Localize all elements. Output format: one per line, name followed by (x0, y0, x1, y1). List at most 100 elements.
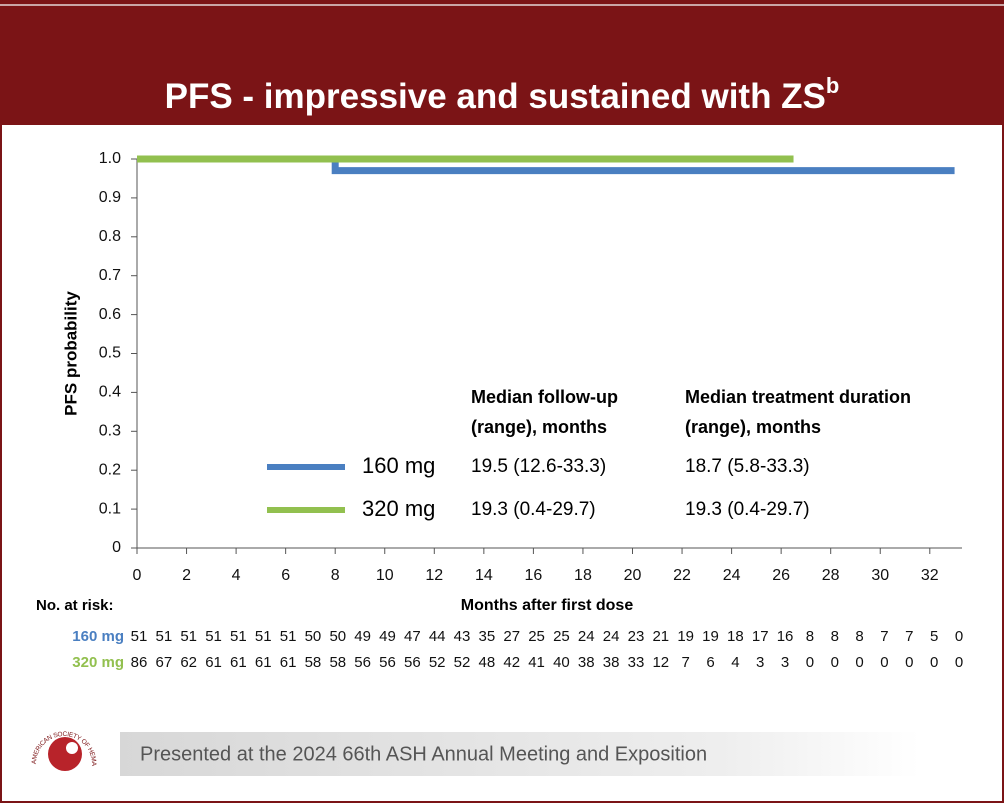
risk-count: 43 (454, 628, 471, 645)
risk-count: 52 (454, 654, 471, 671)
x-tick-label: 12 (425, 567, 443, 584)
risk-count: 12 (652, 654, 669, 671)
x-tick-label: 18 (574, 567, 592, 584)
footer-band (120, 732, 920, 776)
risk-count: 0 (955, 628, 963, 645)
x-tick-label: 32 (921, 567, 939, 584)
x-tick-label: 16 (524, 567, 542, 584)
risk-count: 25 (553, 628, 570, 645)
risk-count: 0 (905, 654, 913, 671)
risk-count: 25 (528, 628, 545, 645)
footer-text: Presented at the 2024 66th ASH Annual Me… (140, 743, 707, 765)
risk-count: 38 (603, 654, 620, 671)
table-header: (range), months (685, 417, 821, 437)
risk-count: 50 (305, 628, 322, 645)
risk-count: 33 (628, 654, 645, 671)
header-band (0, 0, 1004, 125)
median-followup: 19.3 (0.4-29.7) (471, 499, 596, 520)
risk-count: 3 (756, 654, 764, 671)
risk-label: No. at risk: (36, 597, 114, 614)
risk-count: 51 (205, 628, 222, 645)
risk-count: 24 (578, 628, 595, 645)
risk-count: 0 (855, 654, 863, 671)
x-tick-label: 26 (772, 567, 790, 584)
risk-count: 40 (553, 654, 570, 671)
risk-count: 8 (831, 628, 839, 645)
risk-count: 86 (131, 654, 148, 671)
x-tick-label: 28 (822, 567, 840, 584)
risk-count: 3 (781, 654, 789, 671)
risk-count: 48 (479, 654, 496, 671)
risk-count: 19 (702, 628, 719, 645)
logo-mark (48, 737, 82, 771)
title: PFS - impressive and sustained with ZSb (165, 73, 840, 116)
risk-count: 44 (429, 628, 446, 645)
risk-count: 56 (404, 654, 421, 671)
risk-count: 49 (379, 628, 396, 645)
risk-count: 24 (603, 628, 620, 645)
risk-count: 8 (855, 628, 863, 645)
median-treatment: 19.3 (0.4-29.7) (685, 499, 810, 520)
risk-count: 4 (731, 654, 739, 671)
x-axis-label: Months after first dose (461, 597, 634, 614)
x-tick-label: 22 (673, 567, 691, 584)
risk-count: 61 (205, 654, 222, 671)
y-tick-label: 0.7 (99, 267, 121, 284)
table-header: (range), months (471, 417, 607, 437)
table-header: Median treatment duration (685, 387, 911, 407)
risk-count: 42 (503, 654, 520, 671)
risk-row-label: 160 mg (72, 628, 124, 645)
risk-count: 16 (777, 628, 794, 645)
y-axis-label: PFS probability (61, 291, 80, 416)
risk-count: 58 (329, 654, 346, 671)
legend-label: 160 mg (362, 453, 435, 478)
x-tick-label: 2 (182, 567, 191, 584)
x-tick-label: 20 (624, 567, 642, 584)
x-tick-label: 24 (723, 567, 741, 584)
y-tick-label: 0.5 (99, 345, 121, 362)
risk-count: 61 (280, 654, 297, 671)
risk-count: 62 (180, 654, 197, 671)
y-tick-label: 0.9 (99, 189, 121, 206)
risk-count: 17 (752, 628, 769, 645)
risk-count: 51 (180, 628, 197, 645)
risk-count: 56 (379, 654, 396, 671)
risk-count: 52 (429, 654, 446, 671)
risk-count: 50 (329, 628, 346, 645)
y-tick-label: 0.3 (99, 423, 121, 440)
risk-count: 61 (255, 654, 272, 671)
risk-count: 51 (131, 628, 148, 645)
risk-count: 41 (528, 654, 545, 671)
risk-row-label: 320 mg (72, 654, 124, 671)
header-rule (0, 4, 1004, 6)
risk-count: 51 (255, 628, 272, 645)
risk-count: 7 (880, 628, 888, 645)
risk-count: 49 (354, 628, 371, 645)
chart: 00.10.20.30.40.50.60.70.80.91.00 2 4 6 8 10 12… (36, 150, 963, 671)
risk-count: 0 (806, 654, 814, 671)
risk-count: 58 (305, 654, 322, 671)
risk-count: 8 (806, 628, 814, 645)
risk-count: 0 (880, 654, 888, 671)
risk-count: 23 (628, 628, 645, 645)
x-tick-label: 4 (232, 567, 241, 584)
median-treatment: 18.7 (5.8-33.3) (685, 456, 810, 477)
risk-count: 6 (706, 654, 714, 671)
y-tick-label: 0.2 (99, 461, 121, 478)
y-tick-label: 0.8 (99, 228, 121, 245)
y-tick-label: 1.0 (99, 150, 121, 167)
risk-count: 5 (930, 628, 938, 645)
y-tick-label: 0.4 (99, 384, 121, 401)
y-tick-label: 0.1 (99, 500, 121, 517)
risk-count: 51 (156, 628, 173, 645)
risk-count: 21 (652, 628, 669, 645)
x-tick-label: 14 (475, 567, 493, 584)
risk-count: 0 (831, 654, 839, 671)
risk-count: 7 (681, 654, 689, 671)
risk-count: 61 (230, 654, 247, 671)
risk-count: 27 (503, 628, 520, 645)
x-tick-label: 30 (871, 567, 889, 584)
risk-count: 18 (727, 628, 744, 645)
